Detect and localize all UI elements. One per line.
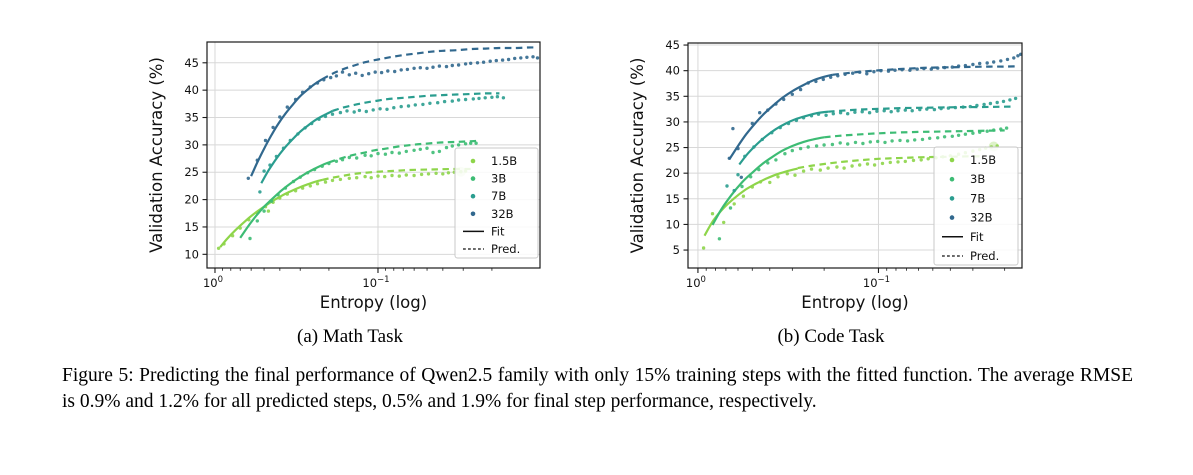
y-tick-label: 40 [184,83,199,97]
y-tick-label: 15 [665,192,680,206]
legend-label-7B: 7B [970,191,985,205]
x-tick-label: 100 [203,275,223,290]
legend-marker-32B [949,215,955,220]
pred-line-7B [332,92,500,112]
legend-label-fit: Fit [970,230,984,244]
legend-label-3B: 3B [970,172,985,186]
pred-line-32B [321,46,538,81]
fit-line-7B [260,109,334,184]
pred-line-32B [832,65,1018,76]
plot-frame [687,42,1023,269]
legend: 1.5B 3B 7B 32B Fit Pred. [454,147,539,259]
subcaption-code-task: (b) Code Task [777,326,885,347]
fit-line-3B [711,136,825,226]
axes: 10 15 20 25 30 35 40 45 100 10−1 Entropy (log) Vali… [147,56,493,312]
fit-line-7B [738,110,829,166]
legend: 1.5B 3B 7B 32B Fit Pred. [933,146,1019,266]
legend-marker-1.5B [470,158,476,164]
pred-line-3B [823,129,1005,139]
x-axis-label: Entropy (log) [801,293,908,312]
y-tick-label: 45 [184,56,199,70]
legend-label-1.5B: 1.5B [970,153,996,167]
y-axis-label: Validation Accuracy (%) [628,58,647,254]
y-tick-label: 25 [665,141,680,155]
subcaption-math-task: (a) Math Task [297,326,403,347]
y-tick-label: 10 [665,217,680,231]
fit-line-3B [239,161,330,239]
legend-label-32B: 32B [491,207,514,221]
y-tick-label: 35 [184,111,199,125]
series-32B [727,52,1023,179]
code-task-chart: 5 10 15 20 25 30 35 40 45 100 10−1 Entropy (log) Val… [628,38,1023,312]
legend-label-1.5B: 1.5B [491,154,517,168]
gridlines [207,42,540,268]
legend-label-pred: Pred. [970,249,999,263]
y-tick-label: 30 [665,115,680,129]
plot-frame [206,41,541,269]
legend-label-7B: 7B [491,189,506,203]
y-tick-label: 10 [184,247,199,261]
fit-line-32B [250,78,323,177]
series-7B [725,96,1018,193]
legend-label-pred: Pred. [491,242,520,256]
y-tick-label: 20 [665,166,680,180]
pred-line-7B [828,105,1013,113]
legend-label-32B: 32B [970,211,993,225]
y-tick-label: 40 [665,64,680,78]
legend-marker-3B [470,176,476,181]
y-tick-label: 25 [184,165,199,179]
series-3B [711,126,1009,241]
fit-line-1.5B [703,167,798,237]
legend-marker-3B [949,176,955,182]
series-3B [239,139,478,241]
x-tick-label: 10−1 [362,275,389,290]
legend-marker-1.5B [949,157,955,163]
pred-line-3B [328,139,477,164]
axes: 5 10 15 20 25 30 35 40 45 100 10−1 Entropy (log) Val… [628,38,1006,312]
legend-marker-32B [470,211,476,217]
series-1.5B [216,166,471,250]
legend-label-fit: Fit [491,224,505,238]
legend-marker-7B [470,193,476,199]
series-32B [246,46,540,180]
y-axis-label: Validation Accuracy (%) [147,57,166,253]
legend-label-3B: 3B [491,172,506,186]
y-tick-label: 35 [665,89,680,103]
x-tick-label: 100 [686,275,706,290]
y-tick-label: 30 [184,138,199,152]
y-tick-label: 45 [665,38,680,52]
fit-line-1.5B [219,178,323,248]
pred-line-1.5B [321,167,471,181]
math-task-chart: 10 15 20 25 30 35 40 45 100 10−1 Entropy (log) Vali… [147,41,541,312]
figure-caption: Figure 5: Predicting the final performan… [62,365,1133,413]
fit-line-32B [728,73,833,160]
y-tick-label: 5 [673,243,680,257]
y-tick-label: 15 [184,220,199,234]
y-tick-label: 20 [184,193,199,207]
series-7B [258,92,506,194]
x-tick-label: 10−1 [863,275,890,290]
x-axis-label: Entropy (log) [320,293,427,312]
legend-marker-7B [949,196,955,201]
